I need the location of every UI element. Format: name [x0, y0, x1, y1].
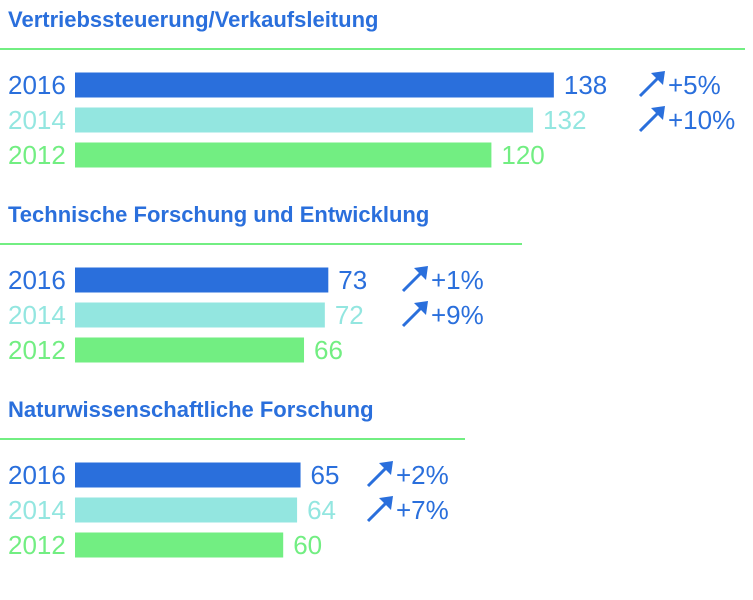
arrow-up-icon: [366, 499, 390, 523]
year-label: 2014: [8, 300, 66, 330]
group-divider: [0, 243, 522, 245]
bar: [75, 267, 329, 293]
arrow-up-icon-head: [414, 301, 428, 315]
group-title: Technische Forschung und Entwicklung: [8, 202, 429, 227]
group-title: Naturwissenschaftliche Forschung: [8, 397, 374, 422]
arrow-up-icon: [401, 304, 425, 328]
year-label: 2016: [8, 70, 66, 100]
arrow-up-icon: [638, 109, 662, 133]
bar: [75, 532, 284, 558]
bar: [75, 302, 325, 328]
arrow-up-icon: [366, 464, 390, 488]
arrow-up-icon-head: [651, 71, 665, 85]
year-label: 2016: [8, 265, 66, 295]
year-label: 2016: [8, 460, 66, 490]
value-label: 120: [501, 140, 544, 170]
value-label: 72: [335, 300, 364, 330]
change-label: +1%: [431, 265, 484, 295]
group-divider: [0, 48, 745, 50]
arrow-up-icon-head: [379, 461, 393, 475]
change-label: +9%: [431, 300, 484, 330]
change-label: +2%: [396, 460, 449, 490]
group-title: Vertriebssteuerung/Verkaufsleitung: [8, 7, 378, 32]
bar: [75, 72, 554, 98]
value-label: 138: [564, 70, 607, 100]
value-label: 65: [311, 460, 340, 490]
bar: [75, 107, 534, 133]
value-label: 64: [307, 495, 336, 525]
arrow-up-icon-head: [379, 496, 393, 510]
change-label: +5%: [668, 70, 721, 100]
bar: [75, 142, 492, 168]
value-label: 132: [543, 105, 586, 135]
year-label: 2014: [8, 105, 66, 135]
change-label: +7%: [396, 495, 449, 525]
arrow-up-icon: [638, 74, 662, 98]
year-label: 2012: [8, 530, 66, 560]
arrow-up-icon: [401, 269, 425, 293]
bar: [75, 462, 301, 488]
bar: [75, 337, 305, 363]
bar: [75, 497, 298, 523]
value-label: 60: [293, 530, 322, 560]
change-label: +10%: [668, 105, 735, 135]
group-divider: [0, 438, 465, 440]
arrow-up-icon-head: [651, 106, 665, 120]
arrow-up-icon-head: [414, 266, 428, 280]
value-label: 73: [338, 265, 367, 295]
year-label: 2012: [8, 335, 66, 365]
year-label: 2012: [8, 140, 66, 170]
year-label: 2014: [8, 495, 66, 525]
value-label: 66: [314, 335, 343, 365]
